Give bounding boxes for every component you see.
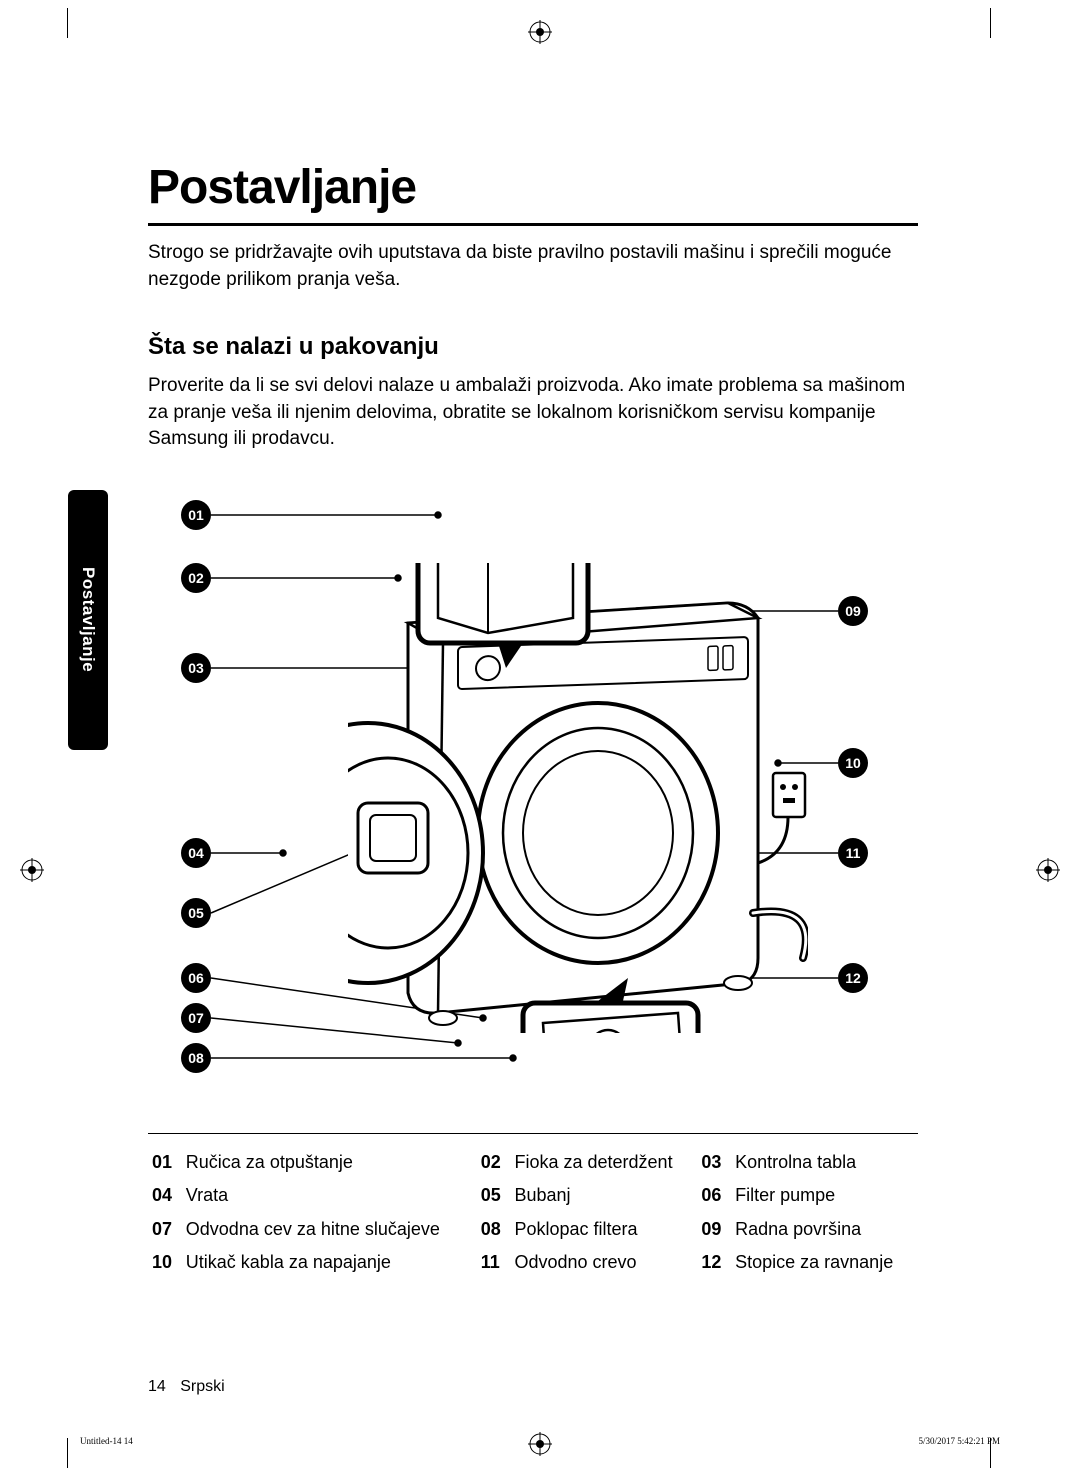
reg-mark-bottom	[528, 1432, 552, 1456]
callout-12: 12	[838, 963, 868, 993]
legend-label: Bubanj	[510, 1179, 697, 1212]
page-title: Postavljanje	[148, 160, 918, 215]
legend-label: Stopice za ravnanje	[731, 1246, 918, 1279]
legend-num: 08	[477, 1213, 511, 1246]
callout-01: 01	[181, 500, 211, 530]
legend-table: 01 Ručica za otpuštanje 02 Fioka za dete…	[148, 1146, 918, 1280]
intro-text: Strogo se pridržavajte ovih uputstava da…	[148, 240, 918, 293]
callout-10: 10	[838, 748, 868, 778]
legend-num: 01	[148, 1146, 182, 1179]
legend-num: 09	[697, 1213, 731, 1246]
page-lang: Srpski	[180, 1378, 224, 1395]
diagram: 01 02 03 04 05 06 07 08 09 10 11 12	[138, 473, 908, 1123]
legend-label: Odvodno crevo	[510, 1246, 697, 1279]
legend-num: 06	[697, 1179, 731, 1212]
print-info-left: Untitled-14 14	[80, 1436, 133, 1446]
callout-03: 03	[181, 653, 211, 683]
legend-label: Fioka za deterdžent	[510, 1146, 697, 1179]
callout-08: 08	[181, 1043, 211, 1073]
legend-label: Vrata	[182, 1179, 477, 1212]
page-content: Postavljanje Strogo se pridržavajte ovih…	[148, 160, 918, 1280]
legend-num: 03	[697, 1146, 731, 1179]
reg-mark-left	[20, 858, 44, 882]
title-rule	[148, 223, 918, 226]
legend-num: 10	[148, 1246, 182, 1279]
callout-11: 11	[838, 838, 868, 868]
page-footer: 14 Srpski	[148, 1378, 225, 1396]
callout-09: 09	[838, 596, 868, 626]
legend-num: 02	[477, 1146, 511, 1179]
section-heading: Šta se nalazi u pakovanju	[148, 333, 918, 361]
callout-02: 02	[181, 563, 211, 593]
legend-label: Ručica za otpuštanje	[182, 1146, 477, 1179]
reg-mark-right	[1036, 858, 1060, 882]
callout-05: 05	[181, 898, 211, 928]
legend-label: Utikač kabla za napajanje	[182, 1246, 477, 1279]
side-tab: Postavljanje	[68, 490, 108, 750]
legend-num: 07	[148, 1213, 182, 1246]
legend-label: Odvodna cev za hitne slučajeve	[182, 1213, 477, 1246]
legend-num: 11	[477, 1246, 511, 1279]
machine-illustration	[348, 563, 808, 1033]
legend-num: 04	[148, 1179, 182, 1212]
legend-label: Filter pumpe	[731, 1179, 918, 1212]
legend-label: Poklopac filtera	[510, 1213, 697, 1246]
callout-07: 07	[181, 1003, 211, 1033]
side-tab-label: Postavljanje	[78, 567, 98, 672]
callout-06: 06	[181, 963, 211, 993]
legend-rule	[148, 1133, 918, 1134]
legend-label: Kontrolna tabla	[731, 1146, 918, 1179]
legend-num: 12	[697, 1246, 731, 1279]
legend-label: Radna površina	[731, 1213, 918, 1246]
page-number: 14	[148, 1378, 166, 1395]
reg-mark-top	[528, 20, 552, 44]
print-info-right: 5/30/2017 5:42:21 PM	[918, 1436, 1000, 1446]
legend-num: 05	[477, 1179, 511, 1212]
section-text: Proverite da li se svi delovi nalaze u a…	[148, 373, 918, 453]
callout-04: 04	[181, 838, 211, 868]
